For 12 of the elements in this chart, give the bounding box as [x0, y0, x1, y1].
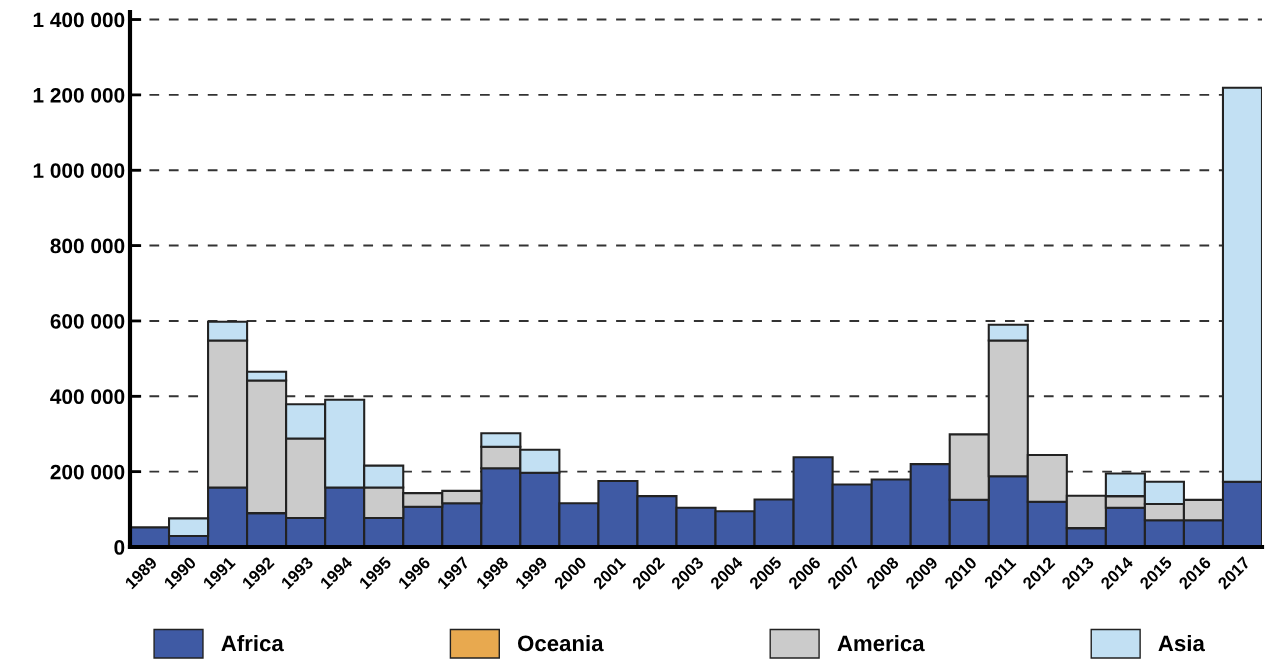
y-tick-label: 800 000 [50, 238, 125, 254]
y-tick-label: 400 000 [50, 389, 125, 405]
legend-label: America [837, 634, 925, 652]
y-tick-label: 1 200 000 [33, 87, 125, 103]
legend-label: Asia [1158, 634, 1205, 652]
y-tick-label: 1 400 000 [33, 12, 125, 28]
y-tick-label: 1 000 000 [33, 163, 125, 178]
legend-label: Oceania [517, 634, 604, 652]
y-tick-label: 200 000 [50, 464, 125, 480]
y-tick-label: 600 000 [50, 313, 125, 329]
y-tick-label: 0 [114, 540, 125, 555]
legend-label: Africa [221, 634, 284, 652]
